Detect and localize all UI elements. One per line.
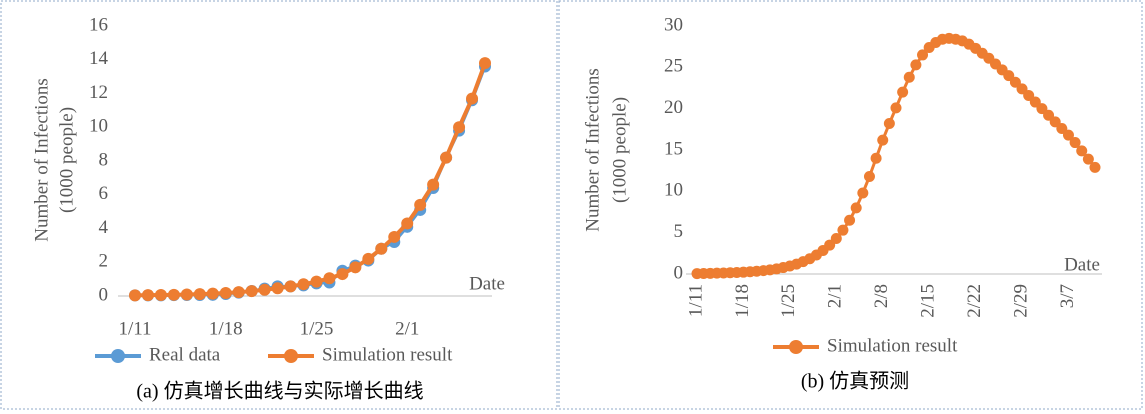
y-tick-label: 20 (664, 97, 683, 118)
data-point (141, 289, 154, 302)
annotation: Date (1064, 254, 1100, 275)
x-tick-label: 1/11 (685, 284, 706, 317)
y-tick-label: 10 (664, 180, 683, 201)
data-point (297, 278, 310, 291)
y-tick-label: 16 (89, 14, 108, 35)
x-tick-label: 2/29 (1010, 284, 1031, 318)
x-tick-label: 2/8 (871, 284, 892, 308)
series-line (134, 62, 487, 298)
y-tick-label: 0 (99, 284, 109, 305)
data-point (857, 187, 869, 199)
x-tick-label: 2/1 (825, 284, 846, 308)
data-point (440, 151, 453, 164)
data-point (1089, 161, 1101, 173)
x-tick-label: 3/7 (1057, 284, 1078, 308)
data-point (129, 289, 141, 302)
data-point (219, 286, 232, 299)
x-tick-label: 1/18 (209, 318, 243, 339)
data-point (284, 280, 297, 293)
data-point (903, 71, 915, 83)
x-tick-label: 2/15 (918, 284, 939, 318)
data-point (245, 285, 258, 298)
data-point (362, 252, 375, 265)
panel-b-border (558, 0, 1143, 410)
x-tick-label: 1/25 (300, 318, 334, 339)
data-point (1069, 137, 1081, 149)
legend-label: Real data (149, 344, 221, 365)
data-point (193, 288, 206, 301)
data-point (890, 102, 902, 114)
y-tick-label: 12 (89, 82, 108, 103)
data-point (1062, 129, 1074, 141)
data-point (154, 288, 167, 301)
data-point (180, 288, 193, 301)
data-point (258, 283, 271, 296)
data-point (375, 242, 388, 255)
legend-marker (284, 349, 298, 363)
y-tick-label: 4 (99, 217, 109, 238)
data-point (1082, 153, 1094, 165)
x-tick-label: 2/1 (395, 318, 419, 339)
y-tick-label: 6 (99, 183, 109, 204)
y-tick-label: 8 (99, 149, 109, 170)
data-point (870, 152, 882, 164)
legend-marker (111, 349, 125, 363)
data-point (863, 170, 875, 182)
data-point (877, 134, 889, 146)
data-point (830, 232, 842, 244)
y-axis-label: (1000 people) (56, 107, 77, 213)
y-tick-label: 2 (99, 251, 109, 272)
data-point (206, 287, 219, 300)
data-point (310, 275, 323, 288)
data-point (466, 92, 479, 105)
data-point (910, 59, 922, 71)
y-axis-label: (1000 people) (609, 97, 630, 203)
data-point (897, 86, 909, 98)
y-tick-label: 14 (89, 48, 109, 69)
panel-a-border (0, 0, 558, 410)
data-point (349, 261, 362, 274)
data-point (414, 198, 427, 211)
caption: (a) 仿真增长曲线与实际增长曲线 (136, 380, 423, 403)
data-point (837, 224, 849, 236)
data-point (844, 214, 856, 226)
data-point (850, 202, 862, 214)
data-point (323, 272, 336, 285)
data-point (917, 49, 929, 61)
y-axis-label: Number of Infections (31, 78, 52, 242)
caption: (b) 仿真预测 (801, 370, 909, 393)
x-tick-label: 1/25 (778, 284, 799, 318)
data-point (271, 282, 284, 295)
y-tick-label: 15 (664, 138, 683, 159)
y-tick-label: 0 (674, 262, 684, 283)
data-point (883, 118, 895, 130)
legend-label: Simulation result (322, 344, 453, 365)
legend-marker (789, 340, 803, 354)
data-point (336, 268, 349, 281)
y-axis-label: Number of Infections (582, 68, 603, 232)
x-tick-label: 2/22 (964, 284, 985, 318)
x-tick-label: 1/18 (732, 284, 753, 318)
data-point (401, 217, 414, 230)
y-tick-label: 25 (664, 56, 683, 77)
data-point (479, 57, 491, 70)
data-point (1076, 145, 1088, 157)
legend-label: Simulation result (827, 335, 958, 356)
data-point (232, 286, 245, 299)
data-point (388, 230, 401, 243)
data-point (167, 288, 180, 301)
y-tick-label: 5 (674, 221, 684, 242)
data-point (453, 121, 466, 134)
y-tick-label: 30 (664, 14, 683, 35)
series-line (696, 36, 1097, 276)
x-tick-label: 1/11 (118, 318, 151, 339)
annotation: Date (469, 273, 505, 294)
data-point (427, 178, 440, 191)
y-tick-label: 10 (89, 116, 108, 137)
